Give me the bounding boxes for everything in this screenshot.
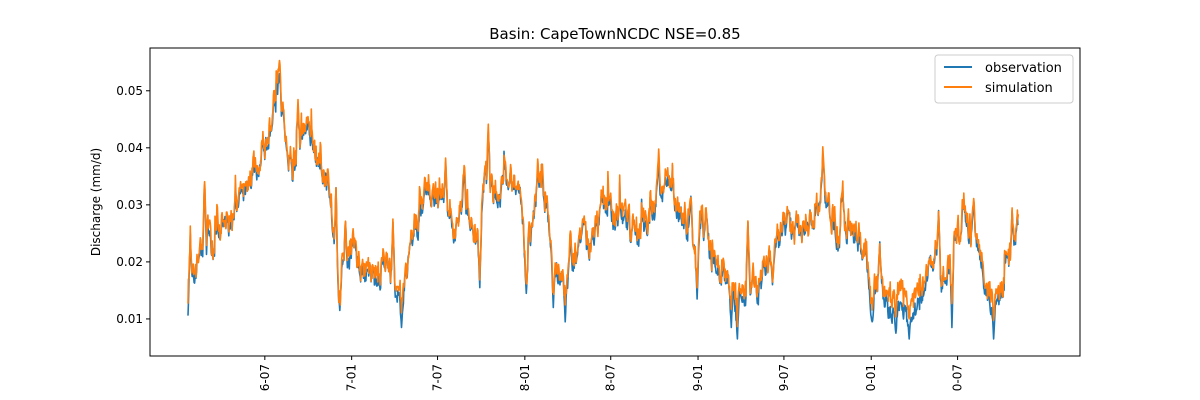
chart-title: Basin: CapeTownNCDC NSE=0.85	[489, 25, 740, 43]
series-layer	[187, 59, 1020, 340]
y-axis-label: Discharge (mm/d)	[89, 148, 103, 256]
y-tick-label: 0.05	[116, 84, 143, 98]
series-line-observation	[187, 72, 1019, 340]
y-tick-label: 0.01	[116, 312, 143, 326]
x-tick-label: 9-07	[777, 364, 791, 391]
legend: observation simulation	[934, 54, 1074, 104]
x-tick-label: 7-01	[345, 364, 359, 391]
x-tick-label: 8-07	[604, 364, 618, 391]
series-line-simulation	[187, 59, 1020, 328]
x-tick-label: 6-07	[258, 364, 272, 391]
legend-simulation-label: simulation	[985, 81, 1053, 96]
legend-observation-label: observation	[985, 61, 1062, 76]
x-tick-label: 7-07	[431, 364, 445, 391]
x-tick-label: 8-01	[518, 364, 532, 391]
x-axis: 6-07 7-01 7-07 8-01 8-07 9-01 9-07 0-01 0-07	[258, 356, 965, 391]
x-tick-label: 0-01	[864, 364, 878, 391]
plot-frame	[149, 47, 1081, 357]
y-axis: 0.01 0.02 0.03 0.04 0.05	[116, 84, 150, 326]
x-tick-label: 0-07	[951, 364, 965, 391]
y-tick-label: 0.03	[116, 198, 143, 212]
x-tick-label: 9-01	[691, 364, 705, 391]
y-tick-label: 0.02	[116, 255, 143, 269]
y-tick-label: 0.04	[116, 141, 143, 155]
plot-area	[149, 47, 1081, 357]
